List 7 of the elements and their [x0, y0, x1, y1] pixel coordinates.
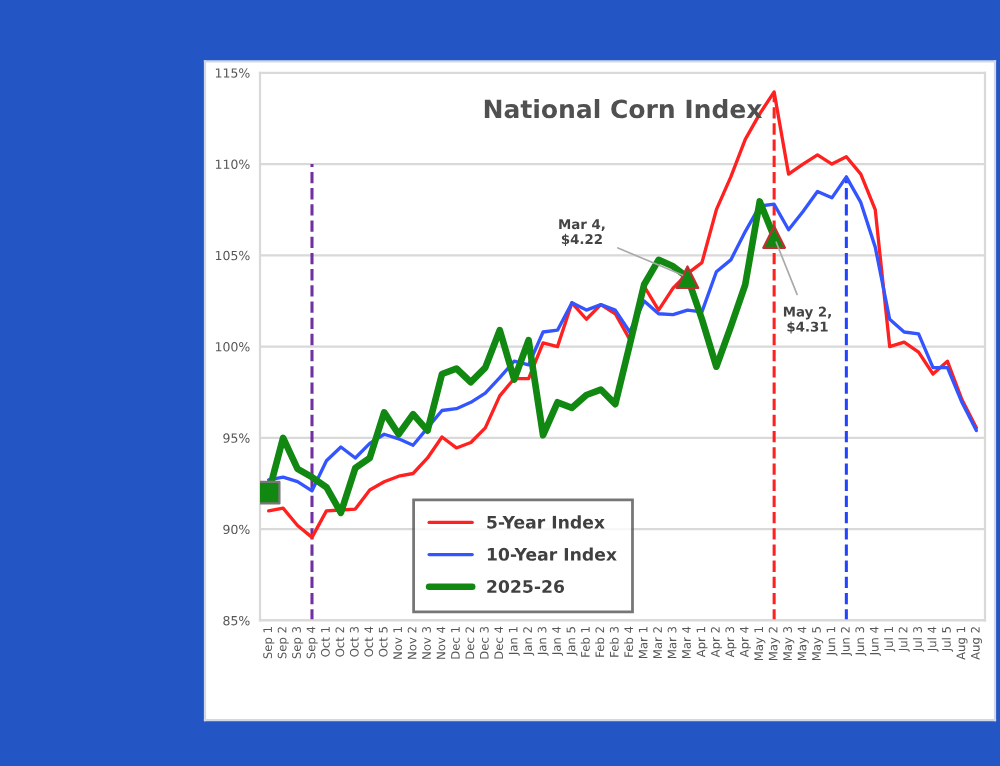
- legend-label: 5-Year Index: [487, 515, 605, 529]
- text: National Corn Index: [484, 99, 763, 119]
- point: [260, 480, 281, 505]
- legend-label: 10-Year Index: [487, 547, 617, 561]
- legend-label: 2025-26: [487, 579, 565, 594]
- point: [675, 265, 700, 290]
- point: [762, 225, 787, 249]
